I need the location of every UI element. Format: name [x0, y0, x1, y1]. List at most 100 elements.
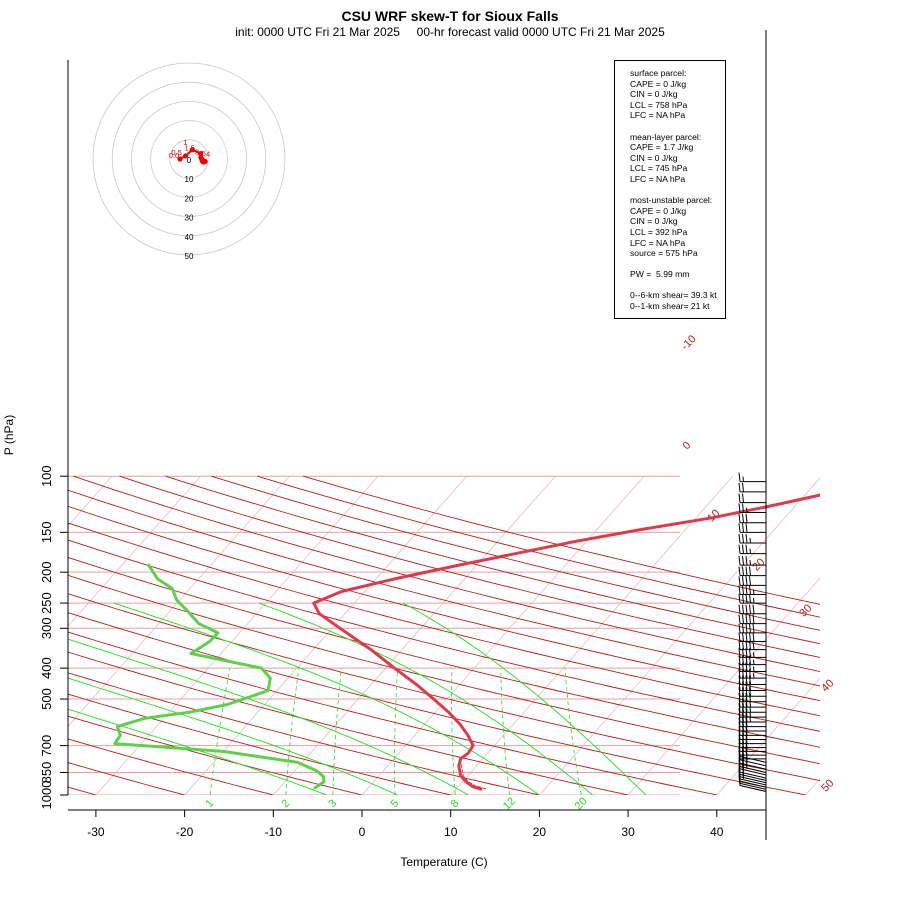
stats-line: mean-layer parcel:	[630, 131, 702, 142]
wind-barb	[738, 533, 766, 544]
wind-barb	[738, 566, 766, 577]
wind-barb	[738, 687, 766, 697]
stats-block: mean-layer parcel: CAPE = 1.7 J/kg CIN = 0…	[630, 132, 725, 185]
mixing-ratio-label: 8	[449, 797, 462, 810]
stats-line: PW = 5.99 mm	[630, 269, 690, 280]
stats-line: LCL = 745 hPa	[630, 163, 688, 174]
y-tick-label: 850	[39, 762, 54, 784]
dry-adiabat-line	[68, 631, 717, 795]
hodograph-ring	[92, 62, 286, 256]
stats-line: LFC = NA hPa	[630, 173, 686, 184]
mixing-ratio-line	[451, 668, 456, 795]
isotherm-line	[894, 476, 900, 795]
isotherm-line	[273, 475, 556, 795]
dry-adiabat-line	[119, 475, 820, 658]
isotherm-label: 50	[819, 777, 836, 794]
isotherm-line	[627, 577, 820, 795]
hodograph-point-label: 0.0	[169, 151, 179, 160]
x-tick-label: 10	[444, 825, 458, 839]
temperature-profile-line	[312, 493, 820, 791]
wind-barb	[738, 523, 766, 533]
isotherm-line	[0, 476, 23, 795]
y-tick-label: 150	[39, 521, 54, 543]
mixing-ratio-label: 1	[204, 797, 217, 810]
hodograph-ring	[130, 101, 247, 217]
x-tick-label: 30	[621, 825, 635, 839]
stats-line: most-unstable parcel:	[630, 195, 713, 206]
hodograph-point	[201, 159, 207, 165]
stats-line: CAPE = 1.7 J/kg	[630, 142, 694, 153]
stats-line: CAPE = 0 J/kg	[630, 205, 687, 216]
moist-adiabat-line	[402, 602, 647, 795]
chart-subtitle: init: 0000 UTC Fri 21 Mar 2025 00-hr for…	[235, 25, 665, 39]
moist-adiabat-line	[113, 602, 540, 795]
x-axis-ticks: -30 -20 -10 0 10 20 30 40	[87, 810, 724, 839]
stats-line: LFC = NA hPa	[630, 237, 686, 248]
y-tick-label: 300	[39, 617, 54, 639]
wind-barb	[738, 698, 766, 708]
dry-adiabat-line	[73, 475, 820, 673]
dry-adiabat-line	[68, 489, 820, 687]
wind-barb	[738, 576, 766, 586]
stats-line: 0--6-km shear= 39.3 kt	[630, 290, 717, 301]
isotherm-line	[95, 475, 379, 795]
y-tick-label: 400	[39, 657, 54, 679]
isotherm-line	[539, 477, 820, 795]
stats-line: LFC = NA hPa	[630, 110, 686, 121]
isotherm-label: 40	[819, 677, 836, 694]
hodograph: 0 10 20 30 40 50 0.00.511.5 3 5 4	[92, 62, 286, 261]
moist-adiabat-line	[258, 602, 593, 795]
stats-block: surface parcel: CAPE = 0 J/kg CIN = 0 J/kg…	[630, 68, 725, 121]
dry-adiabat-line	[68, 762, 185, 795]
wind-barb	[738, 632, 766, 643]
y-tick-label: 250	[39, 592, 54, 614]
wind-barb	[738, 585, 766, 595]
hodograph-ring-label: 30	[185, 214, 194, 223]
moist-adiabat-line	[68, 708, 327, 795]
hodograph-point-label: 1	[183, 138, 187, 147]
dry-adiabat-line	[68, 539, 820, 732]
mixing-ratio-line	[500, 668, 510, 795]
y-axis-label: P (hPa)	[2, 415, 16, 455]
x-axis-label: Temperature (C)	[400, 855, 487, 869]
y-tick-label: 500	[39, 688, 54, 710]
stats-block: 0--6-km shear= 39.3 kt 0--1-km shear= 21 …	[630, 290, 725, 311]
mixing-ratio-line	[332, 668, 342, 795]
y-tick-label: 100	[39, 465, 54, 487]
x-tick-label: 20	[533, 825, 547, 839]
hodograph-ring-label: 0	[187, 156, 192, 165]
dewpoint-profile-line	[113, 563, 326, 790]
stats-line: CAPE = 0 J/kg	[630, 78, 687, 89]
mixing-ratio-line	[394, 668, 398, 795]
wind-barb	[738, 669, 766, 679]
x-tick-label: 0	[359, 825, 366, 839]
wind-barb	[738, 640, 766, 651]
wind-barb	[738, 614, 766, 625]
mixing-ratio-label: 5	[388, 797, 401, 810]
moist-adiabat-lines	[68, 602, 647, 795]
stats-block: most-unstable parcel: CAPE = 0 J/kg CIN = …	[630, 195, 725, 259]
mixing-ratio-label: 3	[326, 797, 339, 810]
dry-adiabat-line	[165, 475, 820, 645]
wind-barb-column	[738, 30, 767, 840]
stats-line: CIN = 0 J/kg	[630, 152, 678, 163]
wind-barb	[738, 482, 766, 493]
y-tick-label: 200	[39, 561, 54, 583]
dry-adiabat-line	[68, 593, 820, 781]
stats-line: source = 575 hPa	[630, 248, 698, 259]
wind-barb	[738, 703, 766, 713]
y-tick-label: 1000	[39, 781, 54, 810]
dry-adiabat-line	[211, 475, 820, 631]
wind-barb	[738, 513, 766, 524]
hodograph-ring	[111, 81, 267, 237]
dry-adiabat-line	[68, 612, 806, 795]
x-tick-label: 40	[710, 825, 724, 839]
wind-barb	[738, 503, 766, 514]
stats-line: CIN = 0 J/kg	[630, 89, 678, 100]
hodograph-point-label: 5	[202, 149, 206, 158]
stats-line: LCL = 758 hPa	[630, 99, 688, 110]
hodograph-ring-label: 20	[185, 194, 194, 203]
mixing-ratio-line	[564, 668, 582, 795]
hodograph-ring	[169, 139, 209, 179]
